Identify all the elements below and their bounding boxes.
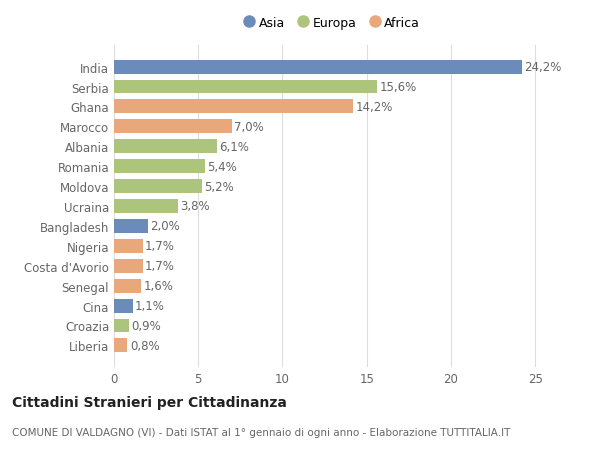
Bar xyxy=(114,279,141,293)
Bar xyxy=(114,200,178,213)
Bar xyxy=(114,140,217,154)
Bar xyxy=(114,80,377,94)
Text: 7,0%: 7,0% xyxy=(235,121,264,134)
Bar xyxy=(114,180,202,194)
Text: Cittadini Stranieri per Cittadinanza: Cittadini Stranieri per Cittadinanza xyxy=(12,395,287,409)
Bar xyxy=(114,219,148,233)
Text: 0,8%: 0,8% xyxy=(130,339,160,352)
Bar xyxy=(114,339,127,353)
Text: 24,2%: 24,2% xyxy=(524,61,562,74)
Text: 1,7%: 1,7% xyxy=(145,240,175,253)
Text: 1,1%: 1,1% xyxy=(135,299,165,313)
Text: 6,1%: 6,1% xyxy=(219,140,249,153)
Text: 3,8%: 3,8% xyxy=(181,200,210,213)
Text: 14,2%: 14,2% xyxy=(356,101,393,114)
Text: 5,4%: 5,4% xyxy=(208,160,237,174)
Text: 0,9%: 0,9% xyxy=(131,319,161,332)
Bar xyxy=(114,259,143,273)
Text: 2,0%: 2,0% xyxy=(150,220,180,233)
Legend: Asia, Europa, Africa: Asia, Europa, Africa xyxy=(242,14,424,34)
Bar xyxy=(114,160,205,174)
Text: 1,6%: 1,6% xyxy=(143,280,173,292)
Bar xyxy=(114,100,353,114)
Text: 5,2%: 5,2% xyxy=(204,180,234,193)
Text: COMUNE DI VALDAGNO (VI) - Dati ISTAT al 1° gennaio di ogni anno - Elaborazione T: COMUNE DI VALDAGNO (VI) - Dati ISTAT al … xyxy=(12,427,511,437)
Bar xyxy=(114,299,133,313)
Bar xyxy=(114,239,143,253)
Bar xyxy=(114,61,521,74)
Bar xyxy=(114,120,232,134)
Bar xyxy=(114,319,129,333)
Text: 1,7%: 1,7% xyxy=(145,260,175,273)
Text: 15,6%: 15,6% xyxy=(379,81,416,94)
